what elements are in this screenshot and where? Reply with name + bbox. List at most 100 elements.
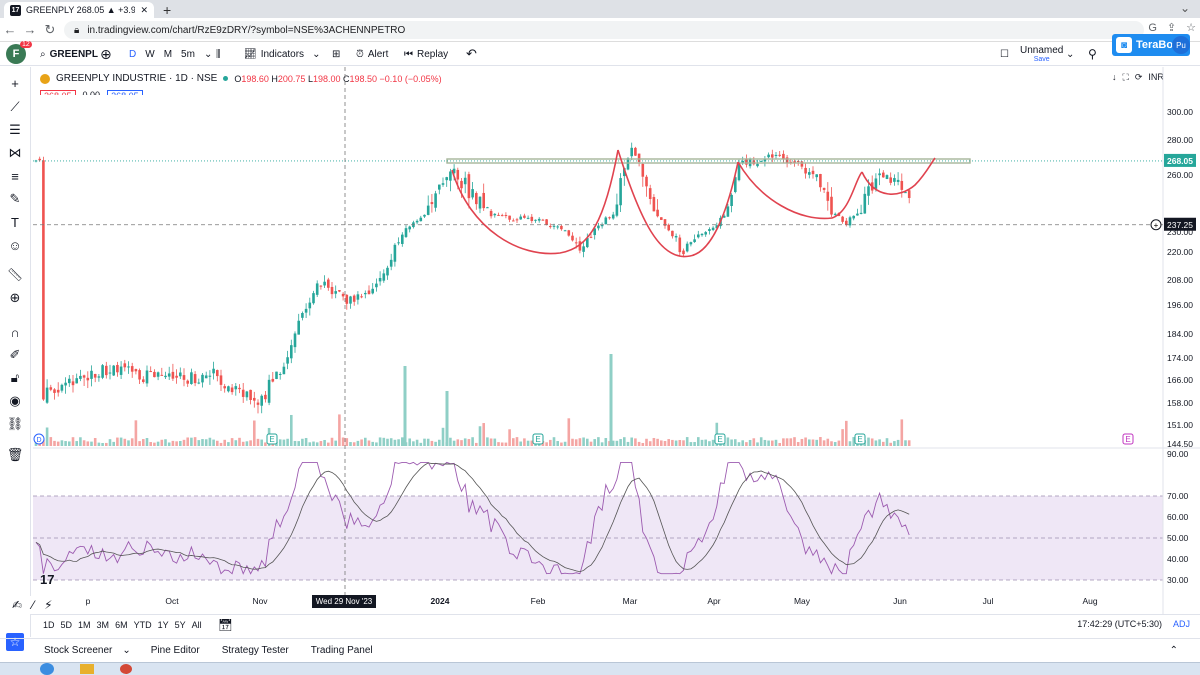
new-tab-button[interactable]: + bbox=[163, 2, 172, 18]
volume-bar bbox=[304, 437, 308, 446]
crosshair-icon[interactable]: + bbox=[11, 75, 19, 91]
tf-5y[interactable]: 5Y bbox=[174, 619, 186, 630]
currency-select[interactable]: INR bbox=[1148, 72, 1164, 82]
magnet-icon[interactable]: ∩ bbox=[10, 324, 20, 340]
eye-icon[interactable]: ◉ bbox=[9, 393, 21, 408]
path-tool-icon[interactable]: ⚡︎ bbox=[44, 598, 53, 612]
url-input[interactable]: 🔒︎ in.tradingview.com/chart/RzE9zDRY/?sy… bbox=[64, 21, 1144, 39]
line-tool-icon[interactable]: ⁄ bbox=[32, 598, 35, 612]
quick-search-icon[interactable]: ⚲ bbox=[1088, 47, 1097, 61]
tab-stock-screener[interactable]: Stock Screener bbox=[44, 645, 113, 656]
zoom-in-icon[interactable]: ⊕ bbox=[9, 290, 21, 305]
candle-body bbox=[674, 236, 678, 238]
explorer-icon[interactable] bbox=[80, 664, 94, 674]
user-avatar[interactable]: F bbox=[6, 44, 26, 64]
browser-tab[interactable]: 17 GREENPLY 268.05 ▲ +3.94% Un ✕ bbox=[4, 2, 154, 18]
templates-button[interactable]: ⊞ bbox=[332, 42, 340, 66]
undo-button[interactable]: ↶ bbox=[466, 46, 477, 61]
lock-icon[interactable]: 🔓︎ bbox=[10, 370, 20, 385]
fib-icon[interactable]: ≡ bbox=[11, 168, 19, 184]
horizontal-lines-icon[interactable]: ☰ bbox=[9, 122, 21, 137]
candle-body bbox=[386, 267, 389, 276]
volume-bar bbox=[171, 440, 175, 446]
trendline-icon[interactable]: ⟋ bbox=[10, 99, 20, 114]
chevron-down-icon[interactable]: ⌄ bbox=[203, 48, 213, 60]
fullscreen-icon[interactable]: ⛶ bbox=[1122, 72, 1129, 82]
legend-title[interactable]: GREENPLY INDUSTRIE · 1D · NSE bbox=[56, 73, 218, 84]
tf-6m[interactable]: 6M bbox=[115, 619, 128, 630]
candle-body bbox=[726, 206, 730, 217]
alert-button[interactable]: ⏰︎ Alert bbox=[356, 42, 388, 66]
profile-avatar[interactable]: Pu bbox=[1172, 36, 1190, 54]
chart-type-button[interactable]: ⫼ bbox=[216, 42, 221, 66]
tf-5d[interactable]: 5D bbox=[60, 619, 73, 630]
volume-bar bbox=[460, 440, 463, 446]
terabox-extension-button[interactable]: ◙ TeraBox bbox=[1112, 34, 1190, 56]
interval-d[interactable]: D bbox=[129, 48, 137, 60]
close-tab-icon[interactable]: ✕ bbox=[140, 4, 148, 15]
link-icon[interactable]: ⛓︎ bbox=[6, 416, 24, 431]
interval-w[interactable]: W bbox=[145, 48, 155, 60]
tf-all[interactable]: All bbox=[191, 619, 202, 630]
ruler-icon[interactable]: 📏︎ bbox=[6, 267, 24, 282]
volume-bar bbox=[90, 441, 93, 446]
pitchfork-icon[interactable]: ⋈ bbox=[8, 145, 22, 160]
google-icon[interactable]: G bbox=[1148, 21, 1157, 34]
interval-m[interactable]: M bbox=[163, 48, 173, 60]
sell-button[interactable]: 268.05 bbox=[40, 90, 76, 102]
tf-1m[interactable]: 1M bbox=[78, 619, 91, 630]
tf-3m[interactable]: 3M bbox=[96, 619, 110, 630]
tab-pine-editor[interactable]: Pine Editor bbox=[150, 645, 200, 656]
volume-bar bbox=[167, 442, 171, 446]
tab-trading-panel[interactable]: Trading Panel bbox=[310, 645, 373, 656]
brush-icon[interactable]: ✍ bbox=[12, 598, 23, 612]
rsi-tick-label: 30.00 bbox=[1167, 575, 1189, 585]
start-icon[interactable] bbox=[40, 663, 54, 675]
text-icon[interactable]: T bbox=[11, 214, 19, 230]
volume-bar bbox=[275, 441, 278, 446]
candle-body bbox=[589, 236, 593, 238]
refresh-icon[interactable]: ⟳ bbox=[1134, 72, 1143, 82]
volume-bar bbox=[330, 437, 334, 446]
tf-1d[interactable]: 1D bbox=[43, 619, 55, 630]
interval-5m[interactable]: 5m bbox=[181, 48, 195, 60]
indicator-collapse-button[interactable]: ⌄ 3 bbox=[40, 108, 62, 119]
layout-checkbox[interactable]: ☐ bbox=[1000, 48, 1009, 60]
volume-bar bbox=[567, 418, 571, 446]
tf-1y[interactable]: 1Y bbox=[157, 619, 169, 630]
adj-toggle[interactable]: ADJ bbox=[1172, 619, 1190, 629]
trash-icon[interactable]: 🗑︎ bbox=[6, 447, 24, 462]
emoji-icon[interactable]: ☺ bbox=[8, 237, 22, 253]
volume-bar bbox=[711, 439, 715, 446]
back-icon[interactable]: ← bbox=[3, 22, 17, 37]
indicators-button[interactable]: 📈︎ Indicators ⌄ bbox=[244, 42, 320, 66]
reload-icon[interactable]: ↻ bbox=[44, 21, 56, 37]
volume-bar bbox=[537, 439, 541, 446]
pencil-lock-icon[interactable]: ✐ bbox=[9, 347, 21, 362]
volume-bar bbox=[563, 441, 567, 446]
collapse-panel-icon[interactable]: ⌃ bbox=[1169, 645, 1178, 656]
candle-body bbox=[123, 363, 127, 368]
chevron-down-icon[interactable]: ⌄ bbox=[1066, 48, 1075, 60]
window-controls[interactable]: ⌄ bbox=[1179, 1, 1190, 15]
replay-button[interactable]: ⏮︎ Replay bbox=[404, 42, 448, 66]
compare-symbol-button[interactable]: ⊕ bbox=[100, 45, 112, 62]
candle-body bbox=[882, 172, 885, 178]
download-icon[interactable]: ↓ bbox=[1112, 72, 1117, 82]
bookmark-icon[interactable]: ☆ bbox=[1186, 22, 1196, 34]
layout-name-button[interactable]: Unnamed Save bbox=[1020, 42, 1063, 66]
tf-ytd[interactable]: YTD bbox=[133, 619, 152, 630]
buy-button[interactable]: 268.05 bbox=[107, 90, 143, 102]
chrome-icon[interactable] bbox=[120, 664, 132, 674]
favorites-star-icon[interactable]: ☆ bbox=[6, 633, 24, 651]
brush-icon[interactable]: ✎ bbox=[9, 191, 21, 206]
date-range-icon[interactable]: 📅︎ bbox=[217, 617, 233, 632]
chevron-down-icon[interactable]: ⌄ bbox=[122, 645, 131, 656]
share-icon[interactable]: ⇪ bbox=[1166, 22, 1177, 34]
forward-icon[interactable]: → bbox=[23, 22, 37, 37]
tab-strategy-tester[interactable]: Strategy Tester bbox=[221, 645, 289, 656]
symbol-search-button[interactable]: ⌕ GREENPL bbox=[40, 42, 98, 66]
clock[interactable]: 17:42:29 (UTC+5:30) bbox=[1077, 619, 1162, 629]
candle-body bbox=[142, 379, 145, 382]
